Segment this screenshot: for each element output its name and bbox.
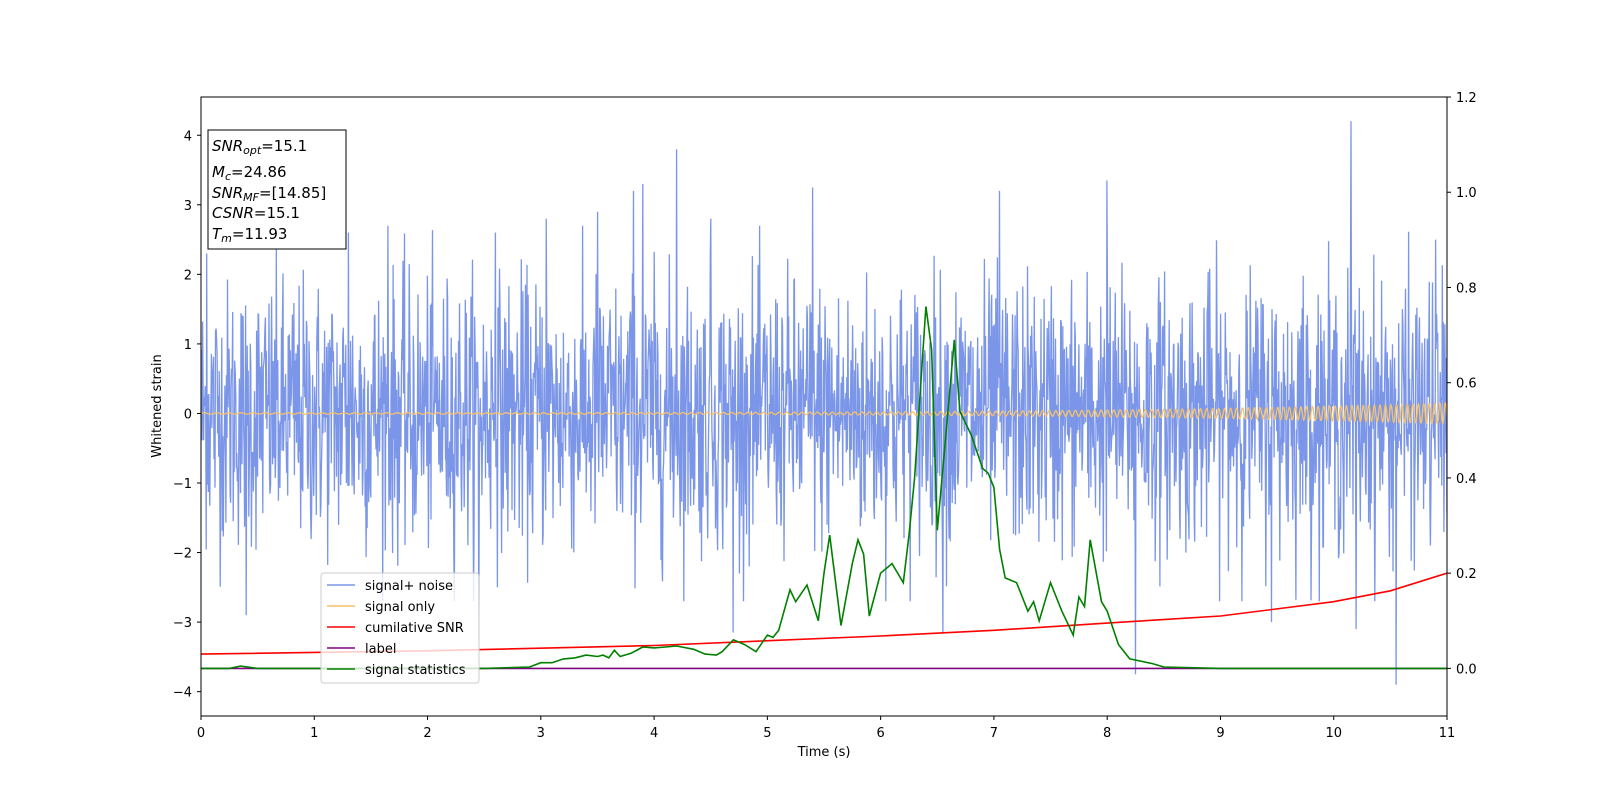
- y-right-tick-label: 1.0: [1456, 186, 1477, 201]
- y-axis-right: 0.0 0.2 0.4 0.6 0.8 1.0 1.2: [1447, 91, 1477, 677]
- y-left-tick-label: −4: [173, 686, 192, 701]
- legend-label-label: label: [365, 642, 396, 657]
- x-tick-label: 8: [1103, 726, 1111, 741]
- info-snr-opt: SNRopt=15.1: [212, 137, 307, 157]
- y-left-tick-label: 3: [184, 199, 192, 214]
- y-axis-label: Whitened strain: [150, 354, 165, 457]
- x-tick-label: 11: [1439, 726, 1456, 741]
- x-tick-label: 7: [990, 726, 998, 741]
- info-tm: Tm=11.93: [212, 225, 287, 245]
- y-left-tick-label: 2: [184, 268, 192, 283]
- series-cumilative-snr: [201, 572, 1447, 655]
- legend-label-signal-only: signal only: [365, 600, 435, 615]
- legend-label-cumulative-snr: cumilative SNR: [365, 621, 464, 636]
- x-axis-label: Time (s): [797, 745, 851, 760]
- info-box-frame: [207, 129, 347, 250]
- y-left-tick-label: −3: [173, 616, 192, 631]
- y-right-tick-label: 0.4: [1456, 472, 1477, 487]
- legend-label-signal-statistics: signal statistics: [365, 663, 466, 678]
- y-left-tick-label: −1: [173, 477, 192, 492]
- info-snr-mf: SNRMF=[14.85]: [212, 184, 326, 204]
- info-mc: Mc=24.86: [212, 163, 287, 183]
- y-left-tick-label: 4: [184, 129, 192, 144]
- y-axis-left: −4 −3 −2 −1 0 1 2 3 4: [173, 129, 201, 701]
- x-tick-label: 10: [1325, 726, 1342, 741]
- y-right-tick-label: 0.8: [1456, 281, 1477, 296]
- y-right-tick-label: 1.2: [1456, 91, 1477, 106]
- y-right-tick-label: 0.0: [1456, 662, 1477, 677]
- series-signal-noise: [201, 121, 1447, 685]
- series-signal-statistics: [201, 306, 1447, 670]
- x-tick-label: 0: [197, 726, 205, 741]
- x-tick-label: 5: [763, 726, 771, 741]
- series-signal-only: [201, 401, 1447, 425]
- info-box: SNRopt=15.1 Mc=24.86 SNRMF=[14.85] CSNR=…: [207, 129, 347, 250]
- x-tick-label: 9: [1216, 726, 1224, 741]
- y-right-tick-label: 0.6: [1456, 377, 1477, 392]
- x-axis: 0 1 2 3 4 5 6 7 8 9 10 11: [197, 716, 1455, 741]
- y-left-tick-label: 1: [184, 338, 192, 353]
- legend: signal+ noise signal only cumilative SNR…: [320, 572, 480, 684]
- x-tick-label: 4: [650, 726, 658, 741]
- x-tick-label: 3: [537, 726, 545, 741]
- x-tick-label: 2: [423, 726, 431, 741]
- x-tick-label: 1: [310, 726, 318, 741]
- x-tick-label: 6: [876, 726, 884, 741]
- info-csnr: CSNR=15.1: [212, 204, 300, 222]
- legend-frame: [320, 572, 480, 684]
- y-left-tick-label: 0: [184, 407, 192, 422]
- y-right-tick-label: 0.2: [1456, 567, 1477, 582]
- legend-label-signal-noise: signal+ noise: [365, 579, 453, 594]
- y-left-tick-label: −2: [173, 547, 192, 562]
- axes-frame: [200, 96, 1448, 717]
